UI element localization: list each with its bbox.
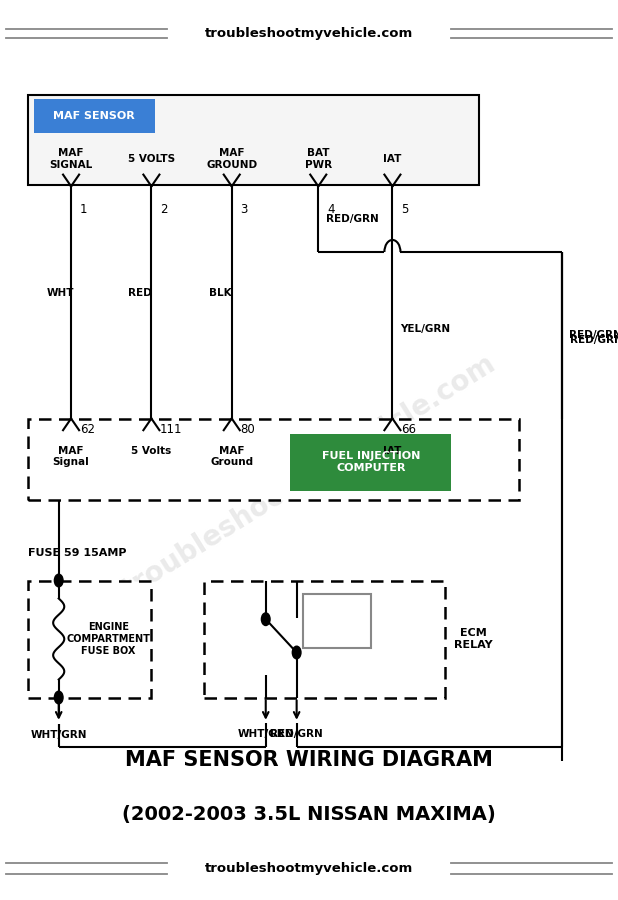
Text: MAF
SIGNAL: MAF SIGNAL <box>49 148 93 170</box>
Text: WHT/GRN: WHT/GRN <box>30 730 87 740</box>
Text: 66: 66 <box>401 423 416 436</box>
Text: 111: 111 <box>160 423 182 436</box>
Text: RED/GRN: RED/GRN <box>570 335 618 345</box>
Bar <box>28 94 479 184</box>
Circle shape <box>292 646 301 659</box>
Text: 3: 3 <box>240 203 248 216</box>
Text: 2: 2 <box>160 203 167 216</box>
Text: BAT
PWR: BAT PWR <box>305 148 332 170</box>
FancyBboxPatch shape <box>28 580 151 698</box>
FancyBboxPatch shape <box>204 580 445 698</box>
Text: 5: 5 <box>401 203 408 216</box>
Circle shape <box>261 613 270 626</box>
Text: WHT: WHT <box>46 288 74 299</box>
Text: troubleshootmyvehicle.com: troubleshootmyvehicle.com <box>117 350 501 604</box>
Text: (2002-2003 3.5L NISSAN MAXIMA): (2002-2003 3.5L NISSAN MAXIMA) <box>122 805 496 824</box>
Text: troubleshootmyvehicle.com: troubleshootmyvehicle.com <box>205 862 413 875</box>
Bar <box>290 434 451 491</box>
FancyBboxPatch shape <box>28 418 519 500</box>
Text: RED/GRN: RED/GRN <box>326 214 379 224</box>
Circle shape <box>54 574 63 587</box>
Text: MAF SENSOR WIRING DIAGRAM: MAF SENSOR WIRING DIAGRAM <box>125 751 493 770</box>
Bar <box>34 99 154 133</box>
Text: IAT: IAT <box>383 446 402 455</box>
Text: ENGINE
COMPARTMENT
FUSE BOX: ENGINE COMPARTMENT FUSE BOX <box>66 622 150 656</box>
Text: RED/GRN: RED/GRN <box>270 729 323 739</box>
Text: troubleshootmyvehicle.com: troubleshootmyvehicle.com <box>205 27 413 40</box>
Text: BLK: BLK <box>210 288 232 299</box>
Text: 80: 80 <box>240 423 255 436</box>
Text: RED: RED <box>129 288 152 299</box>
Bar <box>303 594 371 648</box>
Text: MAF
GROUND: MAF GROUND <box>206 148 257 170</box>
Text: ECM
RELAY: ECM RELAY <box>454 628 493 650</box>
Text: WHT/GRN: WHT/GRN <box>237 729 294 739</box>
Text: FUEL INJECTION
COMPUTER: FUEL INJECTION COMPUTER <box>321 451 420 473</box>
Text: 1: 1 <box>80 203 87 216</box>
Text: MAF
Ground: MAF Ground <box>210 446 253 467</box>
Text: 5 VOLTS: 5 VOLTS <box>128 154 175 165</box>
Text: MAF SENSOR: MAF SENSOR <box>53 111 135 122</box>
Text: 4: 4 <box>327 203 334 216</box>
Text: IAT: IAT <box>383 154 402 165</box>
Circle shape <box>54 691 63 704</box>
Text: RED/GRN: RED/GRN <box>569 330 618 340</box>
Text: 62: 62 <box>80 423 95 436</box>
Text: MAF
Signal: MAF Signal <box>53 446 90 467</box>
Text: YEL/GRN: YEL/GRN <box>400 324 451 335</box>
Text: FUSE 59 15AMP: FUSE 59 15AMP <box>28 548 126 558</box>
Text: 5 Volts: 5 Volts <box>131 446 172 455</box>
